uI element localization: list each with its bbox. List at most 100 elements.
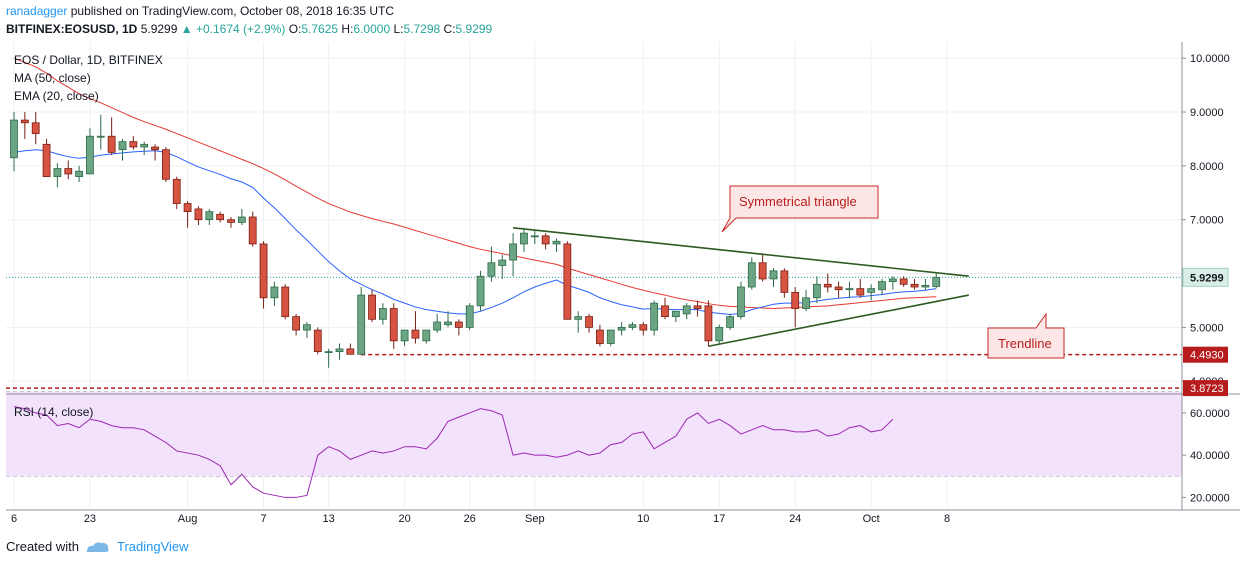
candle-body — [96, 135, 105, 138]
rsi-legend: RSI (14, close) — [14, 405, 93, 419]
candle-body — [704, 305, 713, 342]
level-tag-label: 3.8723 — [1190, 383, 1224, 395]
candle-body — [476, 275, 485, 307]
candle-body — [747, 262, 756, 288]
close-label: C: — [443, 22, 456, 36]
candle-down — [129, 136, 138, 150]
candle-up — [498, 254, 507, 279]
y-tick-label: 9.0000 — [1190, 107, 1224, 119]
candle-body — [324, 351, 333, 354]
candle-up — [921, 278, 930, 290]
legend-ema: EMA (20, close) — [14, 89, 99, 103]
candle-body — [910, 283, 919, 288]
candle-down — [758, 254, 767, 282]
candle-up — [357, 287, 366, 355]
high-label: H: — [341, 22, 354, 36]
candle-body — [585, 316, 593, 328]
candle-body — [400, 329, 409, 342]
candle-down — [661, 297, 669, 320]
candle-body — [487, 262, 496, 277]
candle-body — [433, 321, 442, 331]
candle-up — [303, 322, 311, 339]
candle-up — [552, 238, 561, 252]
candle-body — [574, 316, 583, 320]
candle-body — [227, 219, 235, 223]
candle-body — [389, 308, 398, 342]
candle-down — [704, 300, 713, 347]
candle-down — [834, 281, 843, 298]
candle-up — [715, 324, 724, 344]
candle-body — [31, 122, 40, 134]
candle-body — [357, 294, 366, 355]
candle-up — [118, 138, 127, 161]
candle-body — [682, 305, 691, 315]
candle-down — [910, 278, 919, 290]
candle-body — [281, 286, 290, 318]
candle-body — [151, 146, 159, 151]
x-tick-label: 26 — [464, 513, 476, 525]
annotation-trendline[interactable]: Trendline — [987, 312, 1065, 359]
trendline — [708, 294, 969, 348]
candle-body — [248, 216, 257, 245]
legend-ma: MA (50, close) — [14, 71, 91, 85]
rsi-tick-label: 60.0000 — [1190, 408, 1230, 420]
low-value: 5.7298 — [403, 22, 441, 36]
candle-body — [628, 324, 637, 328]
candle-up — [10, 112, 18, 172]
candle-up — [422, 329, 431, 344]
x-tick-label: 13 — [323, 513, 335, 525]
candle-down — [107, 117, 116, 156]
candle-body — [552, 240, 561, 245]
candle-body — [791, 291, 800, 309]
candle-down — [585, 313, 593, 333]
rsi-line-group — [13, 406, 894, 498]
candle-up — [617, 322, 626, 336]
rsi-tick-label: 20.0000 — [1190, 492, 1230, 504]
annotation-triangle[interactable]: Symmetrical triangle — [721, 185, 879, 233]
candle-up — [465, 303, 474, 331]
candle-body — [411, 329, 420, 339]
candle-up — [433, 313, 442, 333]
candle-body — [259, 243, 268, 299]
candle-up — [140, 141, 149, 156]
annotation-triangle-text: Symmetrical triangle — [739, 194, 857, 209]
candle-body — [454, 321, 463, 328]
candle-body — [42, 143, 51, 178]
candle-up — [867, 284, 876, 301]
candle-up — [444, 311, 452, 328]
candle-up — [476, 270, 485, 312]
candle-down — [281, 284, 290, 320]
candle-down — [259, 241, 268, 309]
candle-body — [769, 270, 778, 280]
candle-up — [324, 348, 333, 368]
candle-down — [161, 147, 170, 182]
candle-up — [520, 227, 528, 252]
footer: Created with TradingView — [6, 539, 189, 554]
tradingview-link[interactable]: TradingView — [116, 539, 189, 554]
author-link[interactable]: ranadagger — [6, 4, 68, 18]
x-tick-label: Oct — [863, 513, 880, 525]
candle-down — [248, 211, 257, 247]
y-tick-label: 10.0000 — [1190, 53, 1230, 65]
candle-down — [389, 303, 398, 349]
open-value: 5.7625 — [301, 22, 339, 36]
candle-body — [520, 232, 528, 245]
legend-title: EOS / Dollar, 1D, BITFINEX — [14, 53, 163, 67]
candle-down — [194, 206, 203, 226]
candle-down — [823, 273, 832, 293]
level-tag — [1183, 380, 1228, 397]
candle-up — [845, 281, 854, 298]
publish-line: ranadagger published on TradingView.com,… — [6, 4, 394, 18]
candle-body — [194, 208, 203, 221]
x-tick-label: 6 — [11, 513, 17, 525]
candle-up — [96, 114, 105, 150]
candle-body — [617, 326, 626, 331]
candle-down — [596, 324, 604, 347]
candle-body — [530, 235, 539, 238]
candle-body — [378, 308, 387, 320]
candle-body — [726, 316, 734, 328]
candle-body — [661, 305, 669, 318]
x-tick-label: 7 — [260, 513, 266, 525]
candle-body — [270, 286, 279, 299]
